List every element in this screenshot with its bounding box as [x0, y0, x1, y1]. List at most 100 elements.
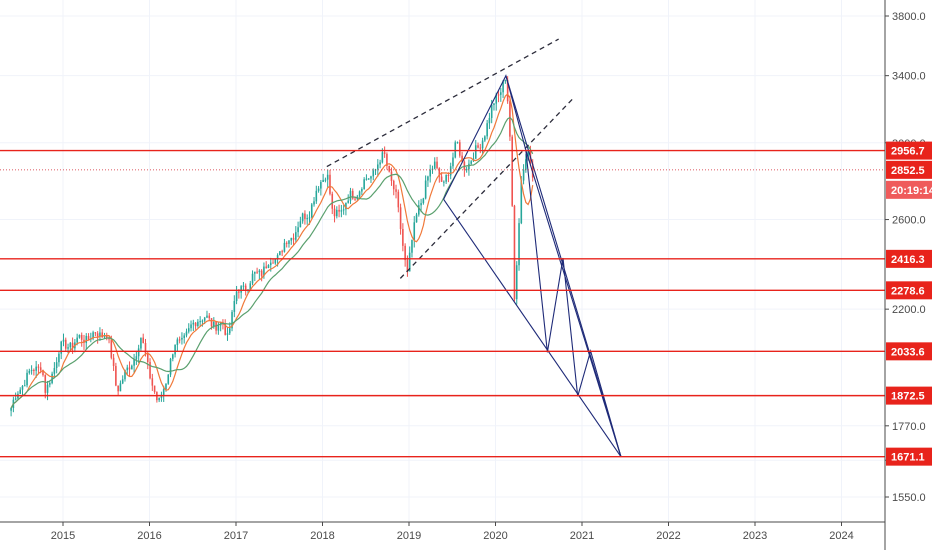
candle-body [465, 169, 468, 171]
candle-body [320, 181, 322, 189]
candle-body [468, 163, 470, 170]
candle-body [235, 291, 238, 302]
candle-body [520, 180, 523, 224]
candle-body [26, 372, 28, 386]
moving-average-line [10, 116, 534, 409]
candle-body [185, 331, 188, 336]
y-tick-label: 1550.0 [892, 492, 926, 504]
candle-body [169, 358, 172, 375]
candle-body [502, 81, 504, 93]
candle-body [367, 178, 370, 180]
candle-body [117, 385, 119, 392]
candle-body [85, 335, 88, 343]
candle-body [240, 286, 242, 293]
candle-body [340, 210, 343, 212]
candle-body [228, 328, 231, 334]
candle-body [490, 105, 493, 118]
candle-body [279, 251, 281, 256]
candle-body [306, 218, 309, 220]
candle-body [477, 145, 479, 148]
candle-body [201, 320, 204, 322]
candle-body [281, 251, 283, 253]
candle-body [493, 103, 495, 106]
candle-body [317, 188, 320, 191]
level-badge-bg [886, 447, 932, 466]
candle-body [345, 202, 347, 210]
candle-body [69, 342, 72, 348]
candle-body [495, 94, 498, 104]
candle-body [190, 324, 192, 329]
x-tick-label: 2024 [829, 530, 853, 542]
candle-body [274, 259, 277, 264]
candle-body [283, 242, 286, 252]
candle-body [187, 328, 190, 332]
candle-body [358, 191, 361, 197]
candle-body [260, 270, 263, 276]
pattern-line [525, 149, 622, 457]
candle-body [390, 171, 393, 181]
candle-body [133, 359, 135, 366]
candle-body [479, 147, 482, 149]
level-badge-bg [886, 281, 932, 300]
candle-body [315, 190, 318, 202]
candle-body [288, 240, 290, 244]
candle-body [224, 324, 227, 335]
candle-body [377, 164, 379, 170]
candle-body [80, 334, 83, 340]
level-badge-bg [886, 249, 932, 268]
candle-body [158, 397, 160, 401]
candle-body [101, 332, 104, 338]
candle-body [397, 191, 400, 208]
candle-body [238, 291, 240, 293]
candle-body [269, 262, 272, 266]
candle-body [181, 337, 183, 340]
candle-body [408, 252, 411, 272]
candle-body [174, 344, 176, 355]
x-tick-label: 2023 [743, 530, 767, 542]
x-tick-label: 2016 [137, 530, 161, 542]
time-axis[interactable] [0, 522, 932, 550]
candle-body [310, 204, 313, 218]
candle-body [481, 140, 484, 149]
x-tick-label: 2018 [310, 530, 334, 542]
candle-body [124, 370, 126, 380]
candle-body [251, 273, 254, 284]
level-badge: 2416.3 [891, 254, 925, 266]
candle-body [463, 161, 466, 170]
candle-body [167, 374, 170, 384]
candle-body [42, 370, 44, 376]
candle-body [342, 209, 345, 211]
level-badge: 2278.6 [891, 285, 925, 297]
candle-body [383, 152, 386, 154]
x-tick-label: 2017 [224, 530, 248, 542]
candle-body [313, 201, 315, 205]
pattern-line [443, 198, 622, 457]
candle-body [78, 334, 81, 338]
candle-body [149, 361, 151, 379]
candle-body [404, 245, 406, 261]
candle-body [461, 155, 463, 162]
candle-body [96, 333, 99, 337]
y-tick-label: 1770.0 [892, 421, 926, 433]
candle-body [28, 370, 31, 373]
candle-body [443, 181, 445, 183]
candle-body [361, 189, 363, 192]
candle-body [39, 367, 42, 371]
harmonic-pattern [443, 74, 622, 457]
candle-body [392, 180, 395, 190]
candle-body [445, 175, 447, 182]
candle-body [103, 335, 106, 338]
current-price-badge-bg [886, 160, 932, 179]
candle-body [326, 174, 329, 180]
dashed-trendline [399, 97, 574, 279]
candle-body [67, 347, 69, 349]
candle-body [456, 142, 459, 144]
candle-body [470, 161, 472, 164]
candle-body [388, 165, 390, 172]
candle-body [142, 337, 145, 344]
candle-body [203, 317, 206, 321]
candle-body [162, 389, 165, 395]
candle-body [379, 162, 381, 165]
grid [0, 0, 885, 522]
